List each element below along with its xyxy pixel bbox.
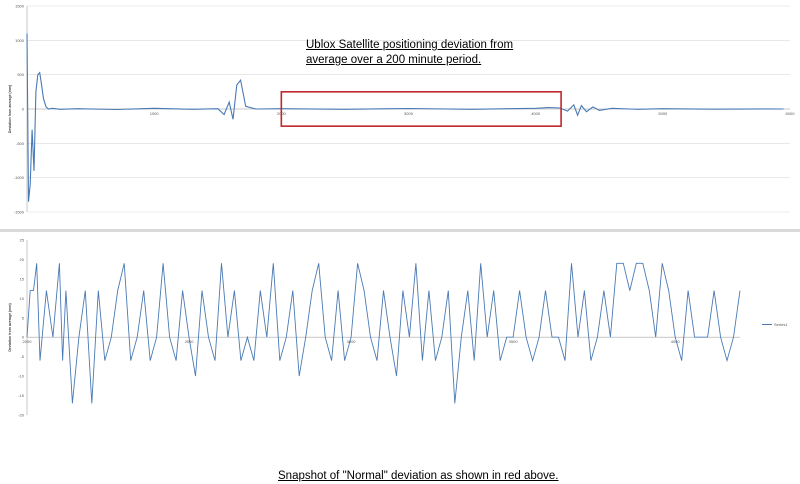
y-tick-label: 10	[20, 296, 25, 301]
top-annotation-line1: Ublox Satellite positioning deviation fr…	[306, 39, 514, 51]
x-tick-label: 3500	[509, 339, 519, 344]
y-tick-label: -15	[18, 393, 25, 398]
y-tick-label: -1500	[14, 210, 25, 215]
x-tick-label: 3000	[347, 339, 357, 344]
x-tick-label: 5000	[658, 111, 668, 116]
bottom-annotation: Snapshot of "Normal" deviation as shown …	[278, 470, 559, 482]
highlight-box	[280, 91, 562, 127]
y-tick-label: 0	[22, 107, 25, 112]
y-tick-label: 20	[20, 257, 25, 262]
series-line	[26, 262, 741, 404]
top-annotation-line2: average over a 200 minute period.	[306, 54, 482, 66]
top-annotation: Ublox Satellite positioning deviation fr…	[306, 38, 513, 68]
y-tick-label: -500	[16, 141, 25, 146]
y-tick-label: -5	[20, 354, 24, 359]
top-chart-panel: 1500 1000 500 0 -500 -1000 -1500 1000 2000 3000 40…	[0, 0, 800, 230]
y-tick-label: -20	[18, 413, 25, 418]
chart-legend: Series1	[762, 322, 788, 327]
y-tick-label: -10	[18, 374, 25, 379]
series-line	[26, 33, 784, 202]
y-tick-label: 1000	[15, 38, 25, 43]
y-axis-title: Deviation from average (mm)	[8, 303, 12, 351]
legend-label: Series1	[774, 322, 788, 327]
panel-divider	[0, 229, 800, 232]
y-tick-label: -1000	[14, 175, 25, 180]
x-tick-label: 4000	[531, 111, 541, 116]
y-tick-label: 1500	[15, 4, 25, 9]
y-tick-label: 500	[17, 72, 24, 77]
x-tick-label: 1000	[150, 111, 160, 116]
y-tick-label: 15	[20, 276, 25, 281]
x-tick-label: 4000	[671, 339, 681, 344]
y-tick-label: 25	[20, 238, 25, 243]
x-tick-label: 2000	[23, 339, 33, 344]
x-tick-label: 6000	[786, 111, 796, 116]
y-axis-title: Deviation from average (mm)	[8, 85, 12, 133]
x-tick-label: 3000	[404, 111, 414, 116]
y-tick-label: 0	[22, 335, 25, 340]
bottom-chart-panel: 25 20 15 10 5 0 -5 -10 -15 -20 2000 2500 3000 3500 400…	[0, 232, 800, 482]
y-tick-label: 5	[22, 315, 25, 320]
legend-swatch	[762, 324, 772, 325]
